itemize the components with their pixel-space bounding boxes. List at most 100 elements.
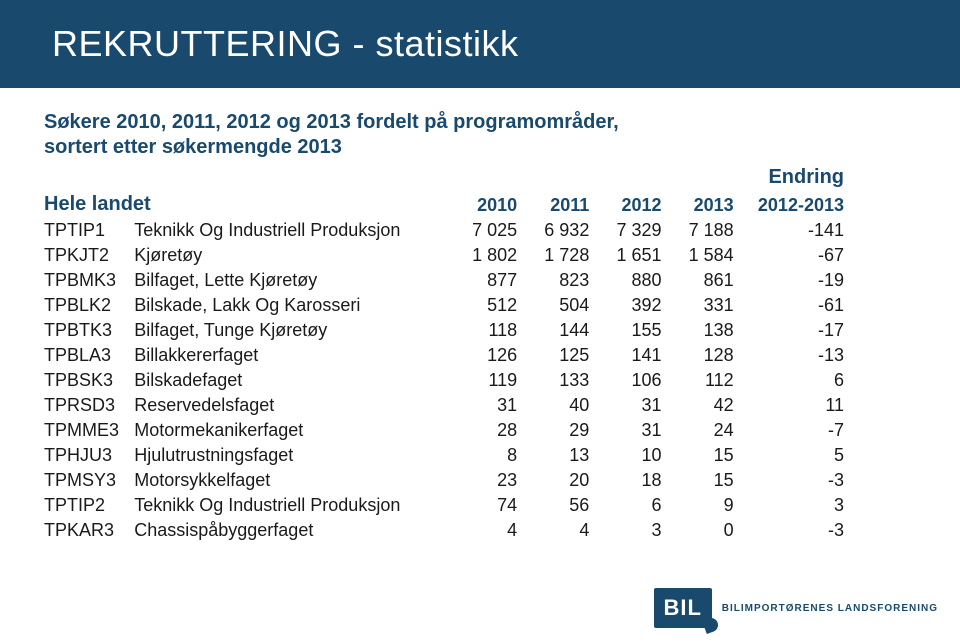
year-2010: 2010 bbox=[445, 191, 517, 218]
cell-name: Bilfaget, Lette Kjøretøy bbox=[134, 268, 445, 293]
subtitle-line: Søkere 2010, 2011, 2012 og 2013 fordelt … bbox=[44, 110, 916, 160]
cell-2013: 1 584 bbox=[662, 243, 734, 268]
table-row: TPBSK3Bilskadefaget1191331061126 bbox=[44, 368, 844, 393]
cell-code: TPKAR3 bbox=[44, 518, 134, 543]
cell-name: Kjøretøy bbox=[134, 243, 445, 268]
cell-name: Motormekanikerfaget bbox=[134, 418, 445, 443]
table-row: TPBTK3Bilfaget, Tunge Kjøretøy1181441551… bbox=[44, 318, 844, 343]
cell-2012: 1 651 bbox=[589, 243, 661, 268]
cell-2011: 823 bbox=[517, 268, 589, 293]
cell-2012: 3 bbox=[589, 518, 661, 543]
cell-2010: 28 bbox=[445, 418, 517, 443]
cell-2013: 0 bbox=[662, 518, 734, 543]
cell-2013: 15 bbox=[662, 468, 734, 493]
cell-2012: 31 bbox=[589, 393, 661, 418]
cell-change: -17 bbox=[734, 318, 844, 343]
cell-code: TPTIP2 bbox=[44, 493, 134, 518]
cell-2011: 40 bbox=[517, 393, 589, 418]
table-header-row-top: Endring bbox=[44, 164, 844, 191]
page-title: REKRUTTERING - statistikk bbox=[52, 23, 519, 65]
cell-2011: 504 bbox=[517, 293, 589, 318]
cell-2012: 18 bbox=[589, 468, 661, 493]
subtitle-text-2: sortert etter søkermengde 2013 bbox=[44, 136, 342, 158]
cell-change: -61 bbox=[734, 293, 844, 318]
cell-name: Motorsykkelfaget bbox=[134, 468, 445, 493]
cell-change: -19 bbox=[734, 268, 844, 293]
cell-2011: 20 bbox=[517, 468, 589, 493]
cell-2013: 128 bbox=[662, 343, 734, 368]
cell-2010: 512 bbox=[445, 293, 517, 318]
cell-code: TPBSK3 bbox=[44, 368, 134, 393]
logo-mark: BIL bbox=[654, 588, 712, 628]
cell-name: Teknikk Og Industriell Produksjon bbox=[134, 218, 445, 243]
table-row: TPRSD3Reservedelsfaget3140314211 bbox=[44, 393, 844, 418]
cell-2010: 118 bbox=[445, 318, 517, 343]
cell-code: TPMME3 bbox=[44, 418, 134, 443]
cell-name: Teknikk Og Industriell Produksjon bbox=[134, 493, 445, 518]
cell-change: 3 bbox=[734, 493, 844, 518]
cell-2013: 861 bbox=[662, 268, 734, 293]
table-row: TPKJT2Kjøretøy1 8021 7281 6511 584-67 bbox=[44, 243, 844, 268]
cell-code: TPBLK2 bbox=[44, 293, 134, 318]
table-row: TPHJU3Hjulutrustningsfaget81310155 bbox=[44, 443, 844, 468]
cell-name: Reservedelsfaget bbox=[134, 393, 445, 418]
cell-2012: 880 bbox=[589, 268, 661, 293]
cell-name: Hjulutrustningsfaget bbox=[134, 443, 445, 468]
cell-2011: 29 bbox=[517, 418, 589, 443]
table-row: TPTIP2Teknikk Og Industriell Produksjon7… bbox=[44, 493, 844, 518]
col-name bbox=[134, 164, 445, 191]
cell-name: Bilskadefaget bbox=[134, 368, 445, 393]
region-label: Hele landet bbox=[44, 191, 445, 218]
cell-2011: 125 bbox=[517, 343, 589, 368]
cell-2012: 141 bbox=[589, 343, 661, 368]
cell-2011: 133 bbox=[517, 368, 589, 393]
cell-2012: 106 bbox=[589, 368, 661, 393]
table-header: Endring Hele landet 2010 2011 2012 2013 … bbox=[44, 164, 844, 218]
cell-2013: 24 bbox=[662, 418, 734, 443]
cell-2011: 4 bbox=[517, 518, 589, 543]
col-2013 bbox=[662, 164, 734, 191]
cell-2013: 42 bbox=[662, 393, 734, 418]
year-2012: 2012 bbox=[589, 191, 661, 218]
cell-change: 5 bbox=[734, 443, 844, 468]
cell-name: Billakkererfaget bbox=[134, 343, 445, 368]
cell-change: -67 bbox=[734, 243, 844, 268]
col-2012 bbox=[589, 164, 661, 191]
table-row: TPBLK2Bilskade, Lakk Og Karosseri5125043… bbox=[44, 293, 844, 318]
cell-name: Chassispåbyggerfaget bbox=[134, 518, 445, 543]
cell-change: 6 bbox=[734, 368, 844, 393]
col-code bbox=[44, 164, 134, 191]
table-row: TPMSY3Motorsykkelfaget23201815-3 bbox=[44, 468, 844, 493]
table-row: TPMME3Motormekanikerfaget28293124-7 bbox=[44, 418, 844, 443]
footer-logo: BIL BILIMPORTØRENES LANDSFORENING bbox=[654, 588, 938, 628]
table-row: TPKAR3Chassispåbyggerfaget4430-3 bbox=[44, 518, 844, 543]
table-row: TPBLA3Billakkererfaget126125141128-13 bbox=[44, 343, 844, 368]
cell-2010: 31 bbox=[445, 393, 517, 418]
statistics-table: Endring Hele landet 2010 2011 2012 2013 … bbox=[44, 164, 844, 543]
cell-2013: 9 bbox=[662, 493, 734, 518]
content-area: Søkere 2010, 2011, 2012 og 2013 fordelt … bbox=[44, 110, 916, 543]
cell-code: TPHJU3 bbox=[44, 443, 134, 468]
subtitle-text-1: Søkere 2010, 2011, 2012 og 2013 fordelt … bbox=[44, 111, 619, 133]
cell-2013: 138 bbox=[662, 318, 734, 343]
cell-2010: 119 bbox=[445, 368, 517, 393]
slide: REKRUTTERING - statistikk Søkere 2010, 2… bbox=[0, 0, 960, 642]
endring-label: Endring bbox=[768, 166, 844, 188]
col-2010 bbox=[445, 164, 517, 191]
cell-2010: 8 bbox=[445, 443, 517, 468]
cell-2012: 31 bbox=[589, 418, 661, 443]
table-row: TPBMK3Bilfaget, Lette Kjøretøy8778238808… bbox=[44, 268, 844, 293]
cell-2012: 10 bbox=[589, 443, 661, 468]
cell-2012: 392 bbox=[589, 293, 661, 318]
logo-org-text: BILIMPORTØRENES LANDSFORENING bbox=[722, 603, 938, 614]
cell-code: TPBLA3 bbox=[44, 343, 134, 368]
table-body: TPTIP1Teknikk Og Industriell Produksjon7… bbox=[44, 218, 844, 543]
cell-2010: 23 bbox=[445, 468, 517, 493]
cell-change: -141 bbox=[734, 218, 844, 243]
cell-2011: 13 bbox=[517, 443, 589, 468]
cell-2010: 74 bbox=[445, 493, 517, 518]
cell-code: TPKJT2 bbox=[44, 243, 134, 268]
cell-change: -3 bbox=[734, 518, 844, 543]
cell-2011: 6 932 bbox=[517, 218, 589, 243]
cell-code: TPTIP1 bbox=[44, 218, 134, 243]
